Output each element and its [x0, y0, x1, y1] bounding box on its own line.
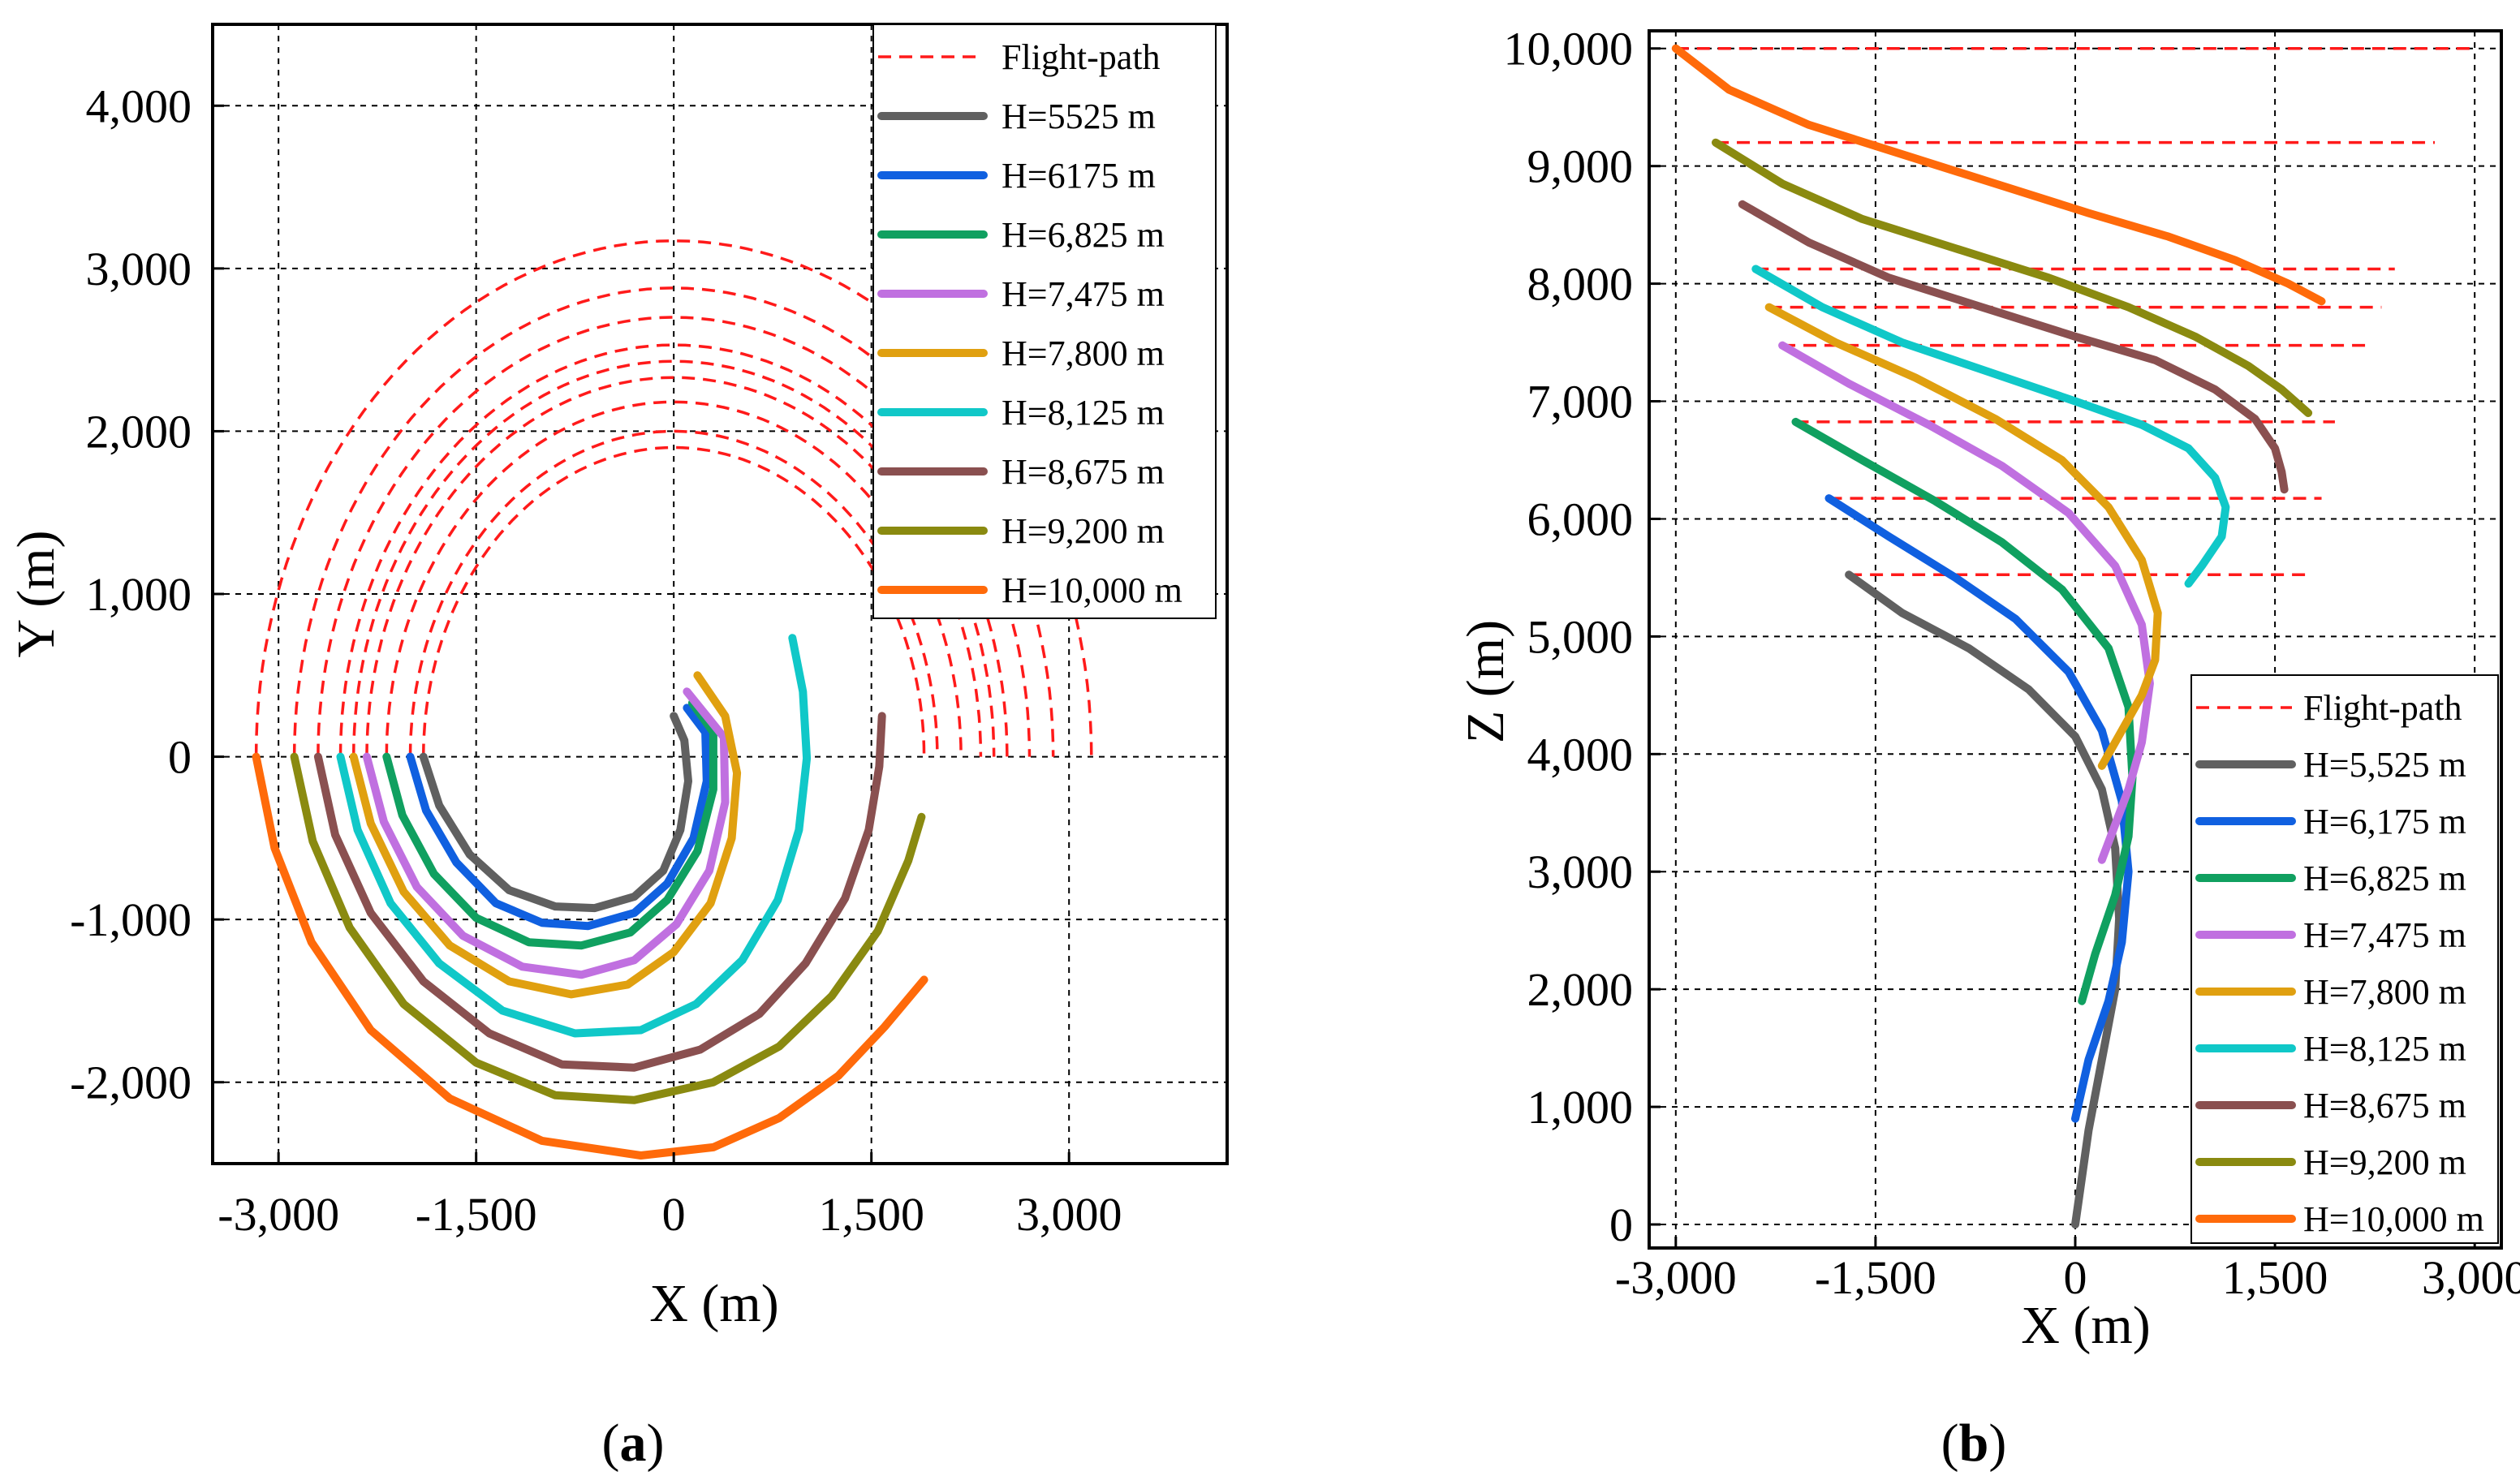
panel-a-legend: Flight-path H=5525 m H=6175 m H=6,825 m H=7,… [872, 24, 1217, 619]
panel-a-y-axis-title: Y (m) [6, 530, 66, 657]
panel-b-series-line-3 [1778, 341, 2154, 864]
panel-b-ytick-label-8: 8,000 [1527, 258, 1634, 311]
panel-b-series-line-5 [1751, 265, 2230, 588]
panel-a-series [252, 634, 928, 1160]
panel-a-legend-box [872, 24, 1217, 619]
panel-b-ytick-label-9: 9,000 [1527, 140, 1634, 193]
panel-a-legend-label-2: H=6175 m [1002, 156, 1156, 196]
panel-b-series-line-7 [1712, 138, 2313, 417]
panel-b-series-line-1 [1824, 494, 2133, 1123]
panel-b-legend: Flight-path H=5,525 m H=6,175 m H=6,825 m H=… [2190, 674, 2499, 1244]
panel-a-legend-label-9: H=10,000 m [1002, 570, 1182, 610]
panel-a-legend-label-6: H=8,125 m [1002, 393, 1165, 432]
panel-a-label: (a) [602, 1414, 665, 1473]
panel-a-ytick-label-6: 4,000 [86, 80, 192, 132]
panel-a-series-line-2 [382, 699, 717, 950]
panel-b-chart: -3,000 -1,500 0 1,500 3,000 0 1,000 2,000 3,000… [1456, 23, 2520, 1473]
panel-a-chart: -3,000 -1,500 0 1,500 3,000 -2,000 -1,000 0 1,0… [6, 23, 1229, 1473]
panel-b-legend-label-4: H=7,475 m [2303, 915, 2466, 955]
panel-b-ytick-label-5: 5,000 [1527, 610, 1634, 663]
panel-a-xtick-label-3: 1,500 [818, 1188, 924, 1241]
panel-a-series-line-5 [336, 634, 812, 1038]
panel-b-label-letter: b [1959, 1414, 1989, 1473]
panel-b-legend-label-7: H=8,675 m [2303, 1086, 2466, 1125]
panel-b-ytick-label-7: 7,000 [1527, 376, 1634, 428]
panel-b-xtick-label-0: -3,000 [1615, 1251, 1737, 1304]
panel-a-flight-path-arc-7 [292, 286, 1055, 757]
panel-b-xtick-label-3: 1,500 [2222, 1251, 2328, 1304]
panel-b-legend-label-0: Flight-path [2303, 688, 2462, 728]
panel-b-series-line-0 [1845, 570, 2124, 1229]
panel-a-series-line-7 [290, 752, 926, 1104]
panel-b-series-line-4 [1764, 303, 2162, 770]
panel-a-legend-label-0: Flight-path [1002, 37, 1161, 77]
panel-b-xtick-label-1: -1,500 [1815, 1251, 1936, 1304]
panel-b-xtick-label-2: 0 [2064, 1251, 2087, 1304]
panel-a-series-line-3 [362, 687, 730, 979]
panel-a-xtick-label-4: 3,000 [1016, 1188, 1122, 1241]
panel-b-series-line-6 [1738, 200, 2289, 494]
panel-a-label-letter: a [620, 1414, 647, 1473]
panel-a-xtick-label-1: -1,500 [416, 1188, 537, 1241]
panel-b-ytick-label-6: 6,000 [1527, 493, 1634, 545]
panel-a-xtick-label-0: -3,000 [218, 1188, 339, 1241]
panel-a-ytick-label-1: -1,000 [70, 893, 192, 946]
panel-b-xtick-label-4: 3,000 [2422, 1251, 2520, 1304]
panel-a-xtick-label-2: 0 [662, 1188, 686, 1241]
panel-b-ytick-label-2: 2,000 [1527, 963, 1634, 1016]
panel-b-flight-paths [1675, 46, 2475, 577]
panel-b-legend-box [2190, 674, 2499, 1244]
panel-a-ytick-label-3: 1,000 [86, 568, 192, 621]
panel-a-legend-label-8: H=9,200 m [1002, 511, 1165, 551]
panel-a-ytick-label-4: 2,000 [86, 405, 192, 458]
panel-a-y-ticks: -2,000 -1,000 0 1,000 2,000 3,000 4,000 [70, 80, 224, 1109]
panel-a-legend-label-4: H=7,475 m [1002, 274, 1165, 314]
panel-a-flight-path-arc-3 [365, 376, 983, 757]
panel-a-series-line-1 [406, 704, 711, 931]
panel-a-x-axis-title: X (m) [649, 1274, 778, 1333]
panel-b-legend-label-8: H=9,200 m [2303, 1143, 2466, 1182]
panel-b-label: (b) [1941, 1414, 2007, 1473]
panel-b-ytick-label-4: 4,000 [1527, 728, 1634, 781]
panel-b-x-ticks: -3,000 -1,500 0 1,500 3,000 [1615, 1237, 2520, 1304]
panel-b-legend-label-6: H=8,125 m [2303, 1029, 2466, 1069]
panel-a-legend-label-3: H=6,825 m [1002, 215, 1165, 255]
panel-a-series-line-4 [349, 671, 742, 999]
panel-b-legend-label-3: H=6,825 m [2303, 858, 2466, 898]
panel-b-legend-label-2: H=6,175 m [2303, 802, 2466, 841]
panel-b-legend-label-9: H=10,000 m [2303, 1199, 2484, 1239]
panel-a-legend-label-7: H=8,675 m [1002, 452, 1165, 492]
panel-a-ytick-label-5: 3,000 [86, 243, 192, 295]
panel-a-x-ticks: -3,000 -1,500 0 1,500 3,000 [218, 1152, 1122, 1241]
panel-a-ytick-label-2: 0 [168, 731, 192, 784]
panel-b-x-axis-title: X (m) [2021, 1296, 2150, 1355]
panel-b-legend-label-5: H=7,800 m [2303, 972, 2466, 1012]
panel-b-series-line-8 [1671, 44, 2326, 306]
panel-b-ytick-label-3: 3,000 [1527, 846, 1634, 898]
panel-a-series-line-0 [419, 712, 692, 913]
panel-a-legend-label-5: H=7,800 m [1002, 333, 1165, 373]
panel-a-series-line-6 [313, 712, 886, 1072]
panel-a-legend-label-1: H=5525 m [1002, 97, 1156, 136]
panel-b-ytick-label-1: 1,000 [1527, 1081, 1634, 1134]
panel-b-y-axis-title: Z (m) [1456, 620, 1515, 743]
panel-b-series-line-2 [1791, 417, 2137, 1005]
panel-b-y-ticks: 0 1,000 2,000 3,000 4,000 5,000 6,000 7,000 8,00… [1504, 23, 1661, 1251]
panel-a-series-line-8 [252, 752, 928, 1160]
panel-b-ytick-label-0: 0 [1609, 1198, 1633, 1251]
panel-b-ytick-label-10: 10,000 [1504, 23, 1634, 75]
panel-a-ytick-label-0: -2,000 [70, 1056, 192, 1109]
panel-b-series [1671, 44, 2326, 1229]
panel-b-legend-label-1: H=5,525 m [2303, 745, 2466, 785]
